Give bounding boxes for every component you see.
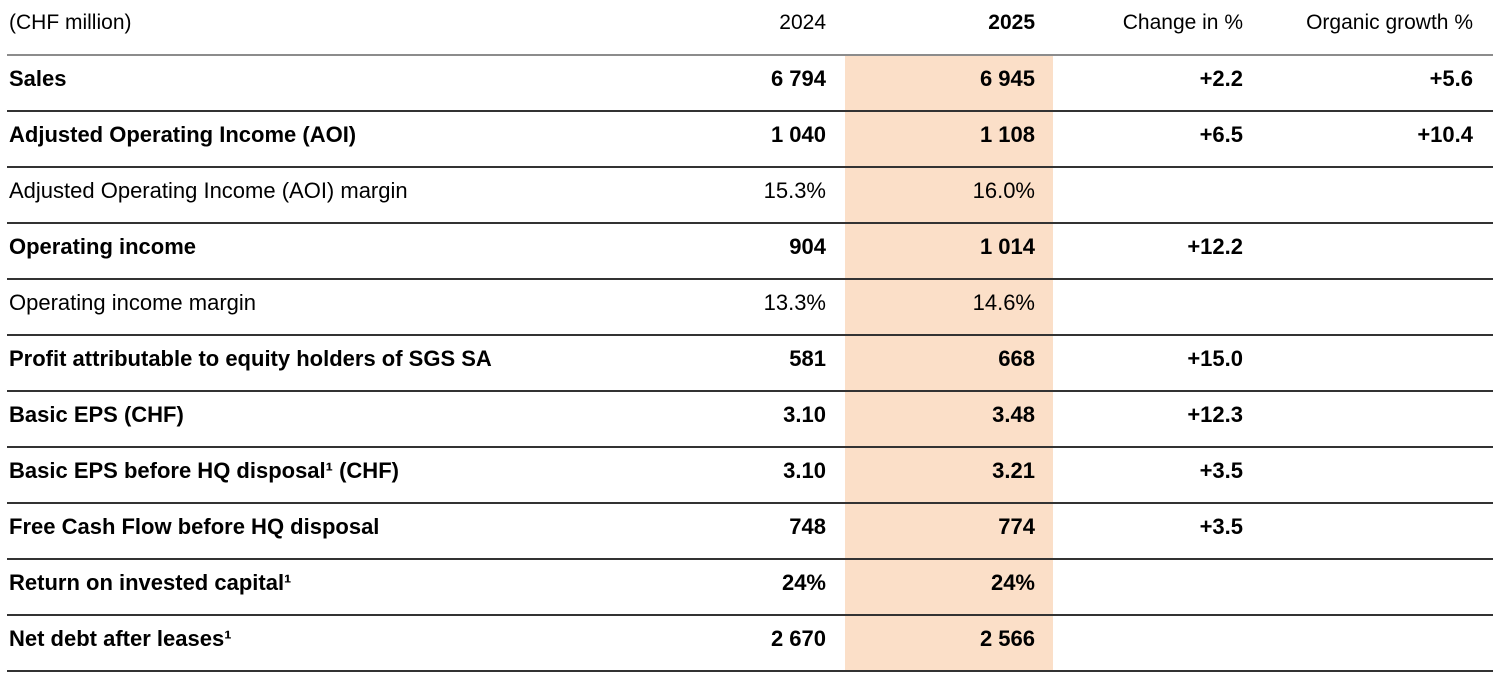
value-change: +12.3 <box>1053 391 1247 448</box>
value-organic: +10.4 <box>1247 111 1493 168</box>
value-change <box>1053 279 1247 336</box>
column-header-2025: 2025 <box>845 0 1053 56</box>
value-2025: 3.21 <box>845 447 1053 504</box>
table-row: Adjusted Operating Income (AOI) 1 040 1 … <box>7 111 1493 168</box>
row-label: Net debt after leases¹ <box>7 615 560 672</box>
value-organic <box>1247 447 1493 504</box>
table-row: Adjusted Operating Income (AOI) margin 1… <box>7 167 1493 224</box>
value-2024: 3.10 <box>560 391 845 448</box>
value-organic <box>1247 279 1493 336</box>
value-2025: 1 014 <box>845 223 1053 280</box>
value-2024: 3.10 <box>560 447 845 504</box>
row-label: Adjusted Operating Income (AOI) <box>7 111 560 168</box>
value-organic: +5.6 <box>1247 55 1493 112</box>
value-change: +15.0 <box>1053 335 1247 392</box>
table-row: Basic EPS (CHF) 3.10 3.48 +12.3 <box>7 391 1493 448</box>
value-2025: 668 <box>845 335 1053 392</box>
value-organic <box>1247 503 1493 560</box>
value-2024: 24% <box>560 559 845 616</box>
row-label: Adjusted Operating Income (AOI) margin <box>7 167 560 224</box>
table-body: Sales 6 794 6 945 +2.2 +5.6 Adjusted Ope… <box>7 55 1493 672</box>
table-row: Operating income 904 1 014 +12.2 <box>7 223 1493 280</box>
table-row: Operating income margin 13.3% 14.6% <box>7 279 1493 336</box>
value-organic <box>1247 335 1493 392</box>
value-2025: 3.48 <box>845 391 1053 448</box>
value-2025: 774 <box>845 503 1053 560</box>
value-organic <box>1247 167 1493 224</box>
value-change <box>1053 615 1247 672</box>
value-change: +12.2 <box>1053 223 1247 280</box>
value-change <box>1053 167 1247 224</box>
value-2025: 24% <box>845 559 1053 616</box>
value-organic <box>1247 559 1493 616</box>
row-label: Basic EPS before HQ disposal¹ (CHF) <box>7 447 560 504</box>
value-2025: 2 566 <box>845 615 1053 672</box>
header-row: (CHF million) 2024 2025 Change in % Orga… <box>7 0 1493 56</box>
value-2024: 904 <box>560 223 845 280</box>
value-change: +6.5 <box>1053 111 1247 168</box>
value-2024: 13.3% <box>560 279 845 336</box>
value-organic <box>1247 615 1493 672</box>
value-2024: 2 670 <box>560 615 845 672</box>
value-2025: 1 108 <box>845 111 1053 168</box>
row-label: Return on invested capital¹ <box>7 559 560 616</box>
value-2025: 6 945 <box>845 55 1053 112</box>
row-label: Operating income margin <box>7 279 560 336</box>
table-row: Basic EPS before HQ disposal¹ (CHF) 3.10… <box>7 447 1493 504</box>
value-organic <box>1247 223 1493 280</box>
table-row: Profit attributable to equity holders of… <box>7 335 1493 392</box>
row-label: Free Cash Flow before HQ disposal <box>7 503 560 560</box>
value-2024: 581 <box>560 335 845 392</box>
unit-label: (CHF million) <box>7 0 560 56</box>
value-organic <box>1247 391 1493 448</box>
value-2024: 1 040 <box>560 111 845 168</box>
value-change: +2.2 <box>1053 55 1247 112</box>
row-label: Sales <box>7 55 560 112</box>
column-header-change: Change in % <box>1053 0 1247 56</box>
value-2025: 14.6% <box>845 279 1053 336</box>
value-2024: 748 <box>560 503 845 560</box>
column-header-2024: 2024 <box>560 0 845 56</box>
value-2024: 6 794 <box>560 55 845 112</box>
value-change: +3.5 <box>1053 447 1247 504</box>
value-2024: 15.3% <box>560 167 845 224</box>
row-label: Profit attributable to equity holders of… <box>7 335 560 392</box>
table-row: Sales 6 794 6 945 +2.2 +5.6 <box>7 55 1493 112</box>
row-label: Operating income <box>7 223 560 280</box>
financial-summary-table: (CHF million) 2024 2025 Change in % Orga… <box>7 0 1493 672</box>
table-row: Return on invested capital¹ 24% 24% <box>7 559 1493 616</box>
column-header-organic: Organic growth % <box>1247 0 1493 56</box>
row-label: Basic EPS (CHF) <box>7 391 560 448</box>
value-change: +3.5 <box>1053 503 1247 560</box>
value-2025: 16.0% <box>845 167 1053 224</box>
value-change <box>1053 559 1247 616</box>
table-row: Net debt after leases¹ 2 670 2 566 <box>7 615 1493 672</box>
table-row: Free Cash Flow before HQ disposal 748 77… <box>7 503 1493 560</box>
